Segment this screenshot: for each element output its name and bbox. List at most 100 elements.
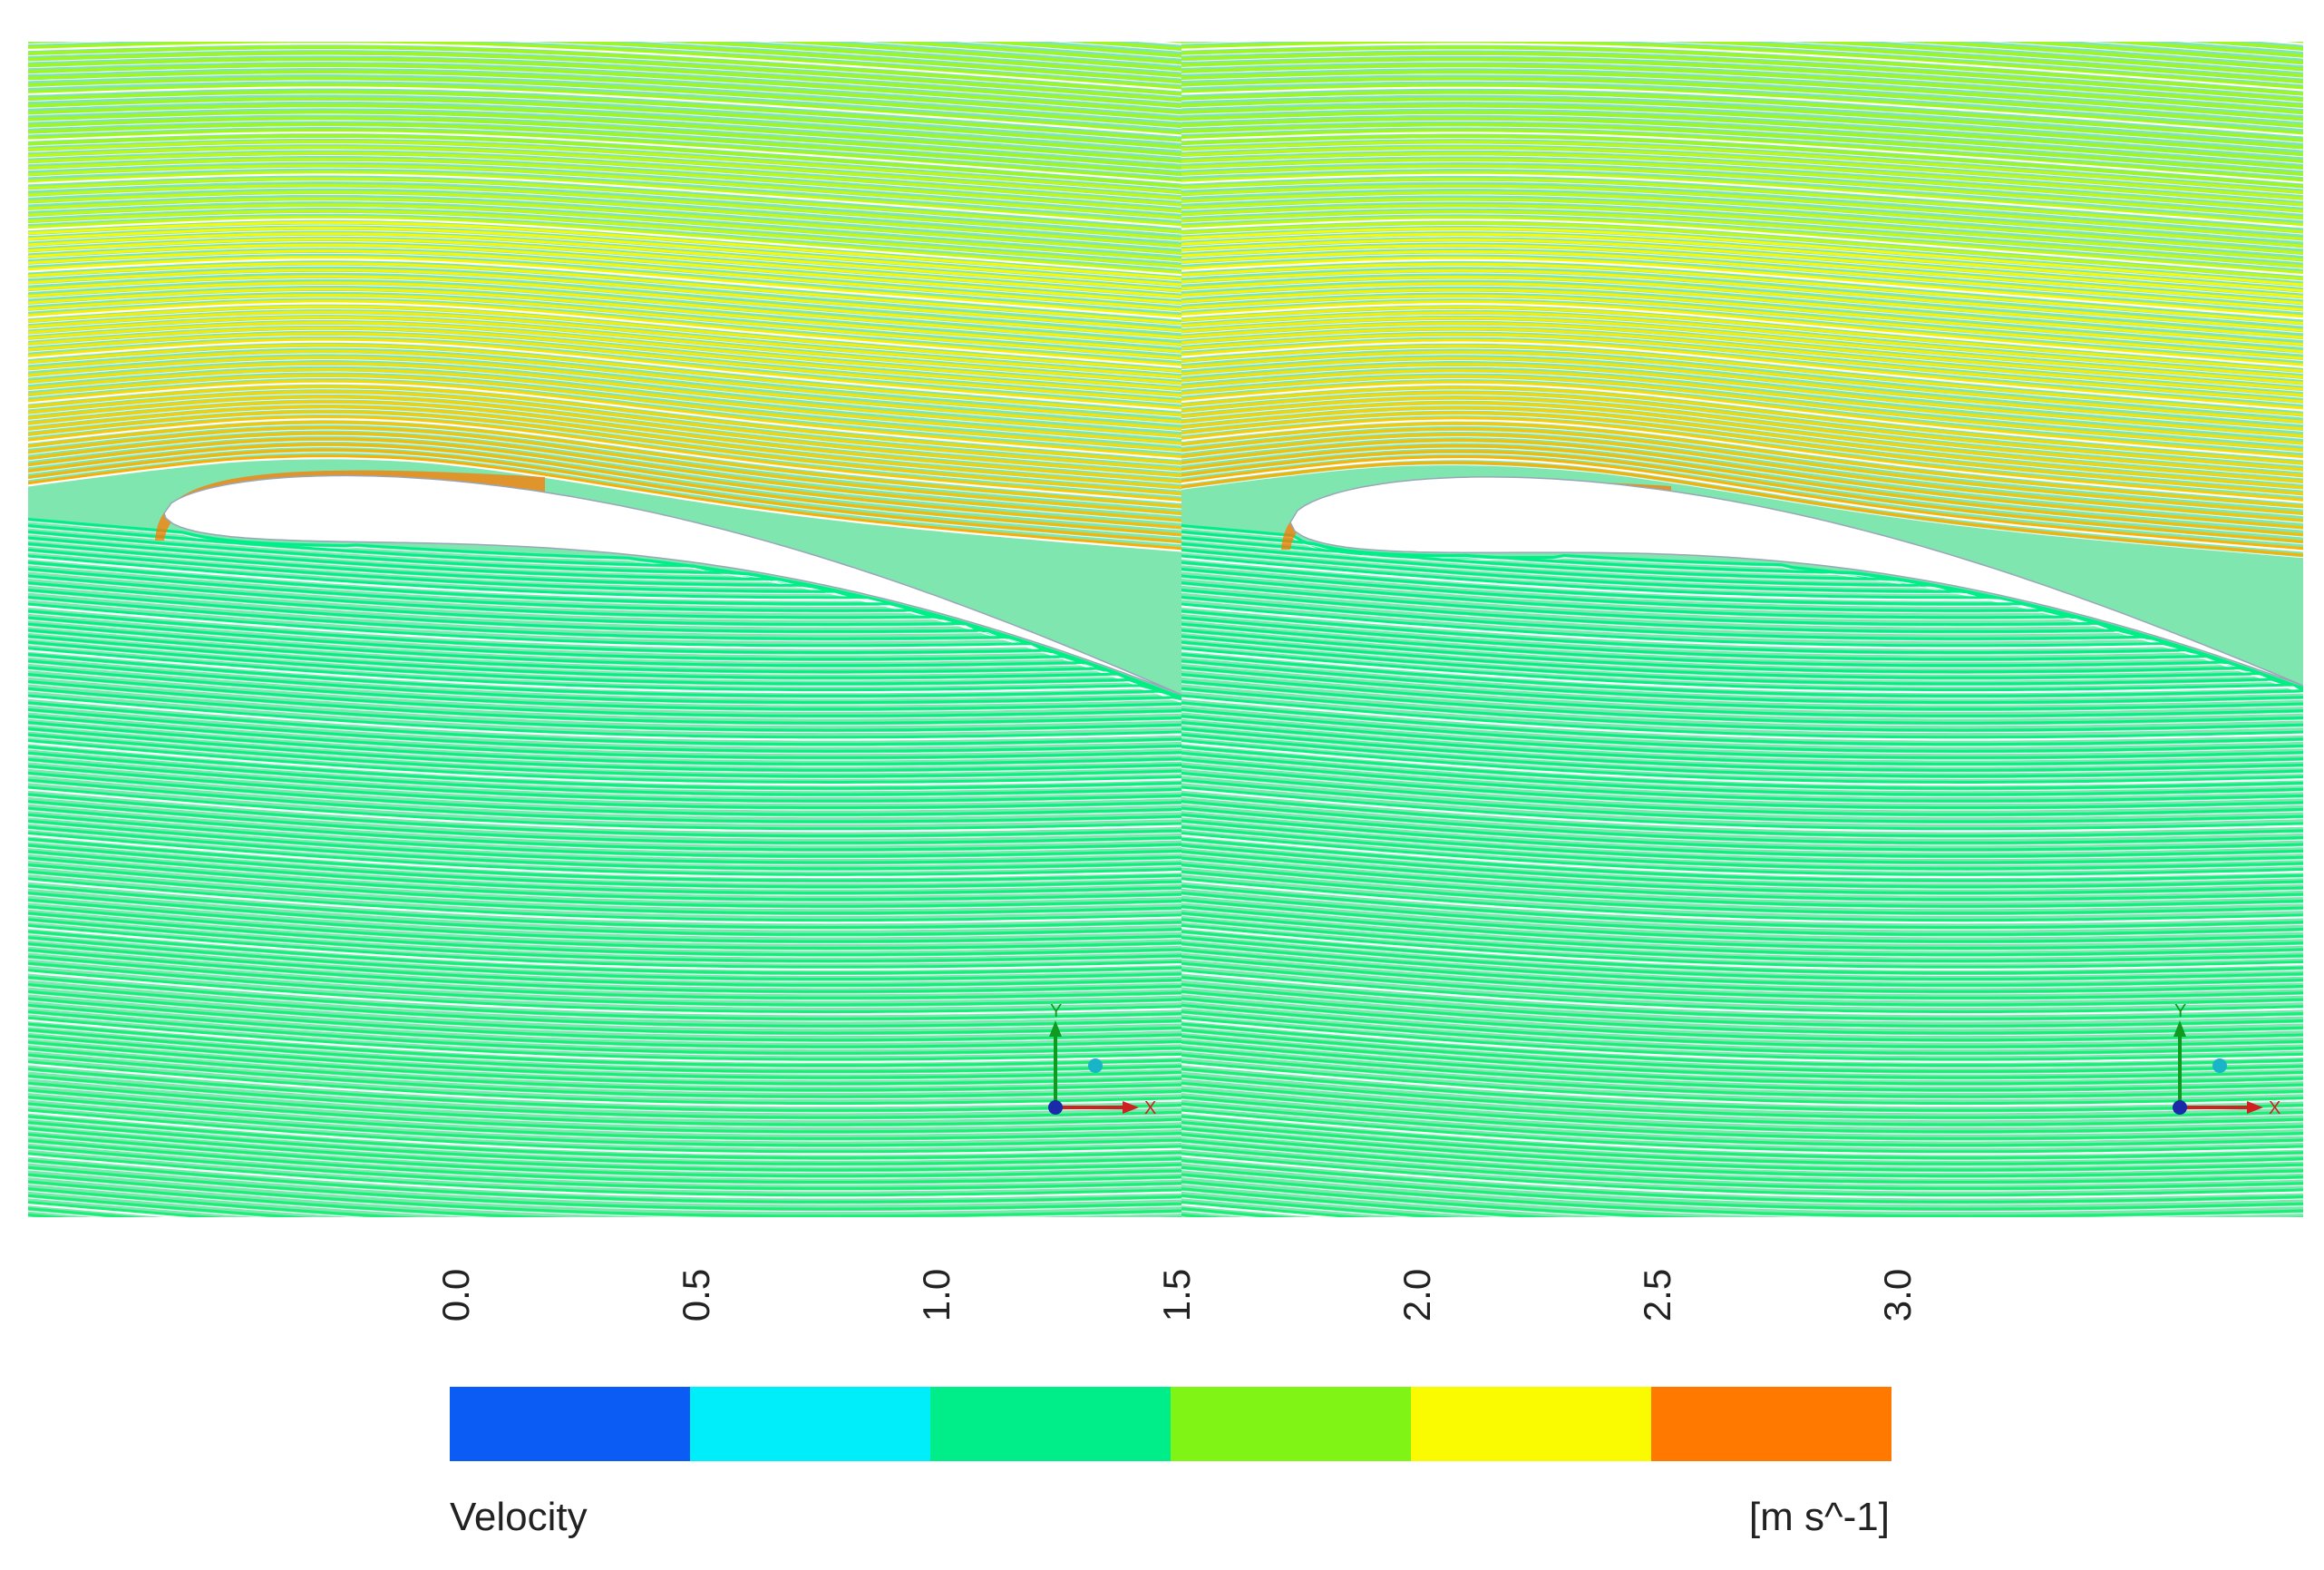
streamline	[28, 57, 1181, 108]
streamline-gap	[28, 958, 1181, 1001]
streamline-gap	[28, 73, 1181, 122]
streamline-gap	[1181, 591, 2303, 693]
streamline-gap	[1181, 80, 2303, 130]
streamline-gap	[28, 404, 1181, 484]
streamline-gap	[28, 1019, 1181, 1063]
streamline-gap	[1181, 399, 2303, 479]
streamline	[28, 589, 1181, 700]
streamline-gap	[1181, 816, 2303, 860]
streamline	[28, 145, 1181, 200]
streamline	[1181, 745, 2303, 790]
streamline-gap	[28, 1078, 1181, 1121]
streamline-gap	[28, 1057, 1181, 1100]
streamline	[1181, 198, 2303, 255]
streamline-gap	[28, 810, 1181, 853]
streamline	[1181, 122, 2303, 176]
streamline-gap	[28, 788, 1181, 833]
streamline	[28, 1139, 1181, 1184]
streamline-gap	[1181, 795, 2303, 839]
streamline-gap	[28, 761, 1181, 805]
streamline	[1181, 385, 2303, 465]
streamline-gap	[28, 252, 1181, 313]
streamline-gap	[1181, 1169, 2303, 1213]
streamline-gap	[1181, 767, 2303, 811]
streamline-gap	[28, 921, 1181, 964]
streamline-gap	[28, 1148, 1181, 1192]
streamline	[28, 850, 1181, 895]
streamline-gap	[28, 775, 1181, 818]
streamline-gap	[28, 939, 1181, 982]
streamline	[28, 42, 1181, 83]
streamline-gap	[1181, 143, 2303, 196]
streamline	[1181, 455, 2303, 551]
streamline-gap	[1181, 626, 2303, 691]
streamline	[1181, 146, 2303, 200]
streamline-gap	[28, 1031, 1181, 1075]
streamline-gap	[1181, 860, 2303, 902]
streamline-gap	[28, 398, 1181, 479]
legend-color-band	[1651, 1387, 1891, 1461]
streamline	[1181, 1187, 1563, 1217]
streamline	[1181, 401, 2303, 483]
streamline	[28, 918, 1181, 963]
streamline	[28, 1152, 1181, 1197]
streamline	[28, 1003, 1181, 1048]
streamline	[28, 751, 1181, 796]
streamline-gap	[1181, 61, 2303, 110]
origin-dot	[1048, 1100, 1063, 1115]
streamline	[28, 327, 1181, 397]
x-axis-arrowhead	[1123, 1101, 1139, 1114]
streamline-gap	[28, 200, 1181, 257]
streamline-gap	[1882, 42, 2303, 73]
streamline	[1181, 1074, 2303, 1119]
streamline	[28, 870, 1181, 915]
streamline	[1181, 227, 2303, 287]
streamline-gap	[1181, 1111, 2303, 1156]
streamline-gap	[28, 131, 1181, 184]
streamline	[666, 42, 1181, 77]
streamline-gap	[28, 638, 1181, 701]
streamline-gap	[1181, 247, 2303, 307]
streamline	[1181, 1108, 2303, 1154]
streamline	[28, 982, 1181, 1028]
legend-color-band	[1171, 1387, 1412, 1461]
streamline	[28, 707, 1181, 753]
streamline-gap	[28, 860, 1181, 902]
streamline-gap	[28, 986, 1181, 1029]
streamline	[1181, 422, 2303, 509]
streamline-gap	[28, 866, 1181, 910]
streamline	[1181, 282, 2303, 346]
streamline-gap	[28, 137, 1181, 190]
streamline	[1181, 863, 2303, 908]
streamline-gap	[1181, 736, 2303, 779]
streamline	[1181, 406, 2303, 490]
streamline	[1181, 306, 2303, 373]
streamline	[1181, 715, 2303, 759]
streamline	[28, 955, 1181, 1000]
streamline	[28, 721, 1181, 765]
streamline-gap	[28, 690, 1181, 734]
streamline	[1181, 679, 2303, 725]
streamline	[1181, 1081, 2303, 1126]
streamline-gap	[28, 452, 1181, 545]
x-axis-label: X	[1144, 1098, 1156, 1118]
streamline-gap	[28, 1085, 1181, 1128]
streamline-gap	[28, 908, 1181, 951]
streamline	[28, 390, 1181, 472]
streamline	[1181, 1102, 2303, 1147]
streamline	[28, 936, 1181, 980]
streamline	[28, 701, 1181, 746]
streamline-gap	[28, 724, 1181, 767]
streamline-gap	[1181, 933, 2303, 976]
streamline	[1181, 327, 2303, 397]
streamline-gap	[1181, 1098, 2303, 1142]
streamline	[1181, 924, 2303, 969]
streamline	[1181, 609, 2303, 690]
streamline	[28, 629, 1181, 699]
streamline-gap	[28, 278, 1181, 341]
streamline-gap	[1181, 951, 2303, 995]
streamline-gap	[1181, 993, 2303, 1037]
streamline-gap	[1181, 126, 2303, 178]
streamline	[1181, 444, 2303, 536]
streamline	[1181, 1139, 2303, 1184]
